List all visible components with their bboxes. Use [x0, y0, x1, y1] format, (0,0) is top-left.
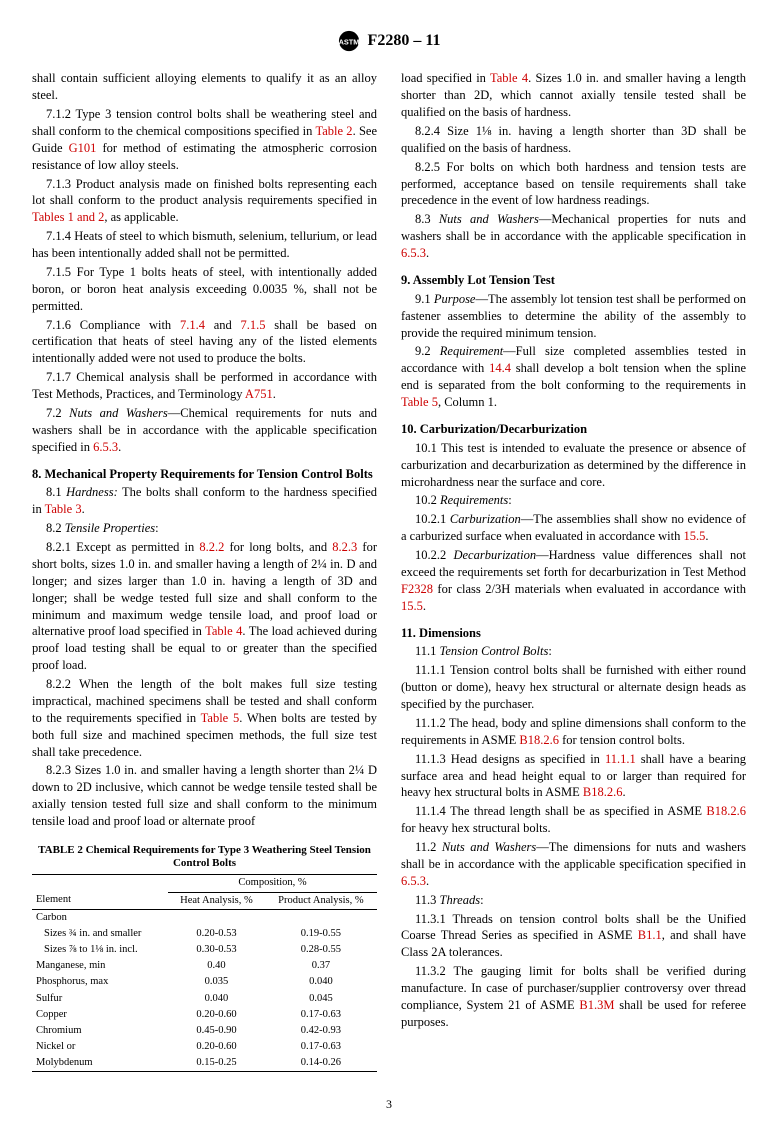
ref-6-5-3b[interactable]: 6.5.3	[401, 246, 426, 260]
ref-table5[interactable]: Table 5	[201, 711, 240, 725]
ref-b1-1[interactable]: B1.1	[638, 928, 662, 942]
para-11-1-2: 11.1.2 The head, body and spline dimensi…	[401, 715, 746, 749]
table-row: Nickel or0.20-0.600.17-0.63	[32, 1039, 377, 1055]
para-8-2-3-cont: load specified in Table 4. Sizes 1.0 in.…	[401, 70, 746, 121]
para-10-2: 10.2 Requirements:	[401, 492, 746, 509]
para-8-2: 8.2 Tensile Properties:	[32, 520, 377, 537]
table-row: Sizes ⅞ to 1⅛ in. incl.0.30-0.530.28-0.5…	[32, 942, 377, 958]
para-7-1-3: 7.1.3 Product analysis made on finished …	[32, 176, 377, 227]
ref-14-4[interactable]: 14.4	[489, 361, 511, 375]
body-columns: shall contain sufficient alloying elemen…	[32, 70, 746, 1072]
ref-15-5[interactable]: 15.5	[683, 529, 705, 543]
ref-6-5-3[interactable]: 6.5.3	[93, 440, 118, 454]
para-8-2-2: 8.2.2 When the length of the bolt makes …	[32, 676, 377, 760]
para-10-1: 10.1 This test is intended to evaluate t…	[401, 440, 746, 491]
heading-10: 10. Carburization/Decarburization	[401, 421, 746, 438]
para-11-1: 11.1 Tension Control Bolts:	[401, 643, 746, 660]
ref-table4[interactable]: Table 4	[205, 624, 242, 638]
table-row: Copper0.20-0.600.17-0.63	[32, 1007, 377, 1023]
para-8-2-4: 8.2.4 Size 1⅛ in. having a length shorte…	[401, 123, 746, 157]
para-11-1-1: 11.1.1 Tension control bolts shall be fu…	[401, 662, 746, 713]
ref-8-2-3[interactable]: 8.2.3	[332, 540, 357, 554]
para-11-3-1: 11.3.1 Threads on tension control bolts …	[401, 911, 746, 962]
table-row: Chromium0.45-0.900.42-0.93	[32, 1023, 377, 1039]
ref-11-1-1[interactable]: 11.1.1	[605, 752, 636, 766]
astm-logo-icon: ASTM	[338, 30, 360, 52]
para-11-3: 11.3 Threads:	[401, 892, 746, 909]
ref-table5b[interactable]: Table 5	[401, 395, 438, 409]
para-7-1-7: 7.1.7 Chemical analysis shall be perform…	[32, 369, 377, 403]
para-9-1: 9.1 Purpose—The assembly lot tension tes…	[401, 291, 746, 342]
ref-a751[interactable]: A751	[245, 387, 273, 401]
para-7-1-4: 7.1.4 Heats of steel to which bismuth, s…	[32, 228, 377, 262]
para-11-1-4: 11.1.4 The thread length shall be as spe…	[401, 803, 746, 837]
document-header: ASTM F2280 – 11	[32, 30, 746, 52]
para-7-1-5: 7.1.5 For Type 1 bolts heats of steel, w…	[32, 264, 377, 315]
para-10-2-2: 10.2.2 Decarburization—Hardness value di…	[401, 547, 746, 615]
heading-9: 9. Assembly Lot Tension Test	[401, 272, 746, 289]
table-2-grid: Composition, % Element Heat Analysis, % …	[32, 874, 377, 1072]
para-8-2-3: 8.2.3 Sizes 1.0 in. and smaller having a…	[32, 762, 377, 830]
para-8-2-5: 8.2.5 For bolts on which both hardness a…	[401, 159, 746, 210]
heading-8: 8. Mechanical Property Requirements for …	[32, 466, 377, 483]
ref-6-5-3c[interactable]: 6.5.3	[401, 874, 426, 888]
para-8-1: 8.1 Hardness: The bolts shall conform to…	[32, 484, 377, 518]
ref-table2[interactable]: Table 2	[315, 124, 352, 138]
ref-b1826[interactable]: B18.2.6	[519, 733, 559, 747]
ref-f2328[interactable]: F2328	[401, 582, 433, 596]
svg-text:ASTM: ASTM	[338, 38, 359, 47]
para-9-2: 9.2 Requirement—Full size completed asse…	[401, 343, 746, 411]
ref-g101[interactable]: G101	[69, 141, 97, 155]
para-8-3: 8.3 Nuts and Washers—Mechanical properti…	[401, 211, 746, 262]
table-row: Manganese, min0.400.37	[32, 958, 377, 974]
ref-table4b[interactable]: Table 4	[490, 71, 528, 85]
para-11-2: 11.2 Nuts and Washers—The dimensions for…	[401, 839, 746, 890]
ref-7-1-5[interactable]: 7.1.5	[241, 318, 266, 332]
para-10-2-1: 10.2.1 Carburization—The assemblies shal…	[401, 511, 746, 545]
ref-b1826b[interactable]: B18.2.6	[583, 785, 623, 799]
para-11-1-3: 11.1.3 Head designs as specified in 11.1…	[401, 751, 746, 802]
para-7-2: 7.2 Nuts and Washers—Chemical requiremen…	[32, 405, 377, 456]
table-row: Carbon	[32, 909, 377, 926]
para-8-2-1: 8.2.1 Except as permitted in 8.2.2 for l…	[32, 539, 377, 674]
designation: F2280 – 11	[368, 32, 441, 49]
page-number: 3	[32, 1096, 746, 1112]
table-row: Sulfur0.0400.045	[32, 991, 377, 1007]
heading-11: 11. Dimensions	[401, 625, 746, 642]
table-2-title: TABLE 2 Chemical Requirements for Type 3…	[32, 844, 377, 870]
para-7-1-2: 7.1.2 Type 3 tension control bolts shall…	[32, 106, 377, 174]
table-2: TABLE 2 Chemical Requirements for Type 3…	[32, 844, 377, 1072]
table-row: Sizes ¾ in. and smaller0.20-0.530.19-0.5…	[32, 926, 377, 942]
ref-15-5b[interactable]: 15.5	[401, 599, 423, 613]
table-row: Molybdenum0.15-0.250.14-0.26	[32, 1055, 377, 1072]
ref-tables-1-2[interactable]: Tables 1 and 2	[32, 210, 104, 224]
para-11-3-2: 11.3.2 The gauging limit for bolts shall…	[401, 963, 746, 1031]
ref-8-2-2[interactable]: 8.2.2	[199, 540, 224, 554]
ref-table3[interactable]: Table 3	[45, 502, 82, 516]
ref-b1-3m[interactable]: B1.3M	[579, 998, 614, 1012]
ref-b1826c[interactable]: B18.2.6	[706, 804, 746, 818]
table-row: Phosphorus, max0.0350.040	[32, 974, 377, 990]
ref-7-1-4[interactable]: 7.1.4	[180, 318, 205, 332]
para-7-1-6: 7.1.6 Compliance with 7.1.4 and 7.1.5 sh…	[32, 317, 377, 368]
para: shall contain sufficient alloying elemen…	[32, 70, 377, 104]
